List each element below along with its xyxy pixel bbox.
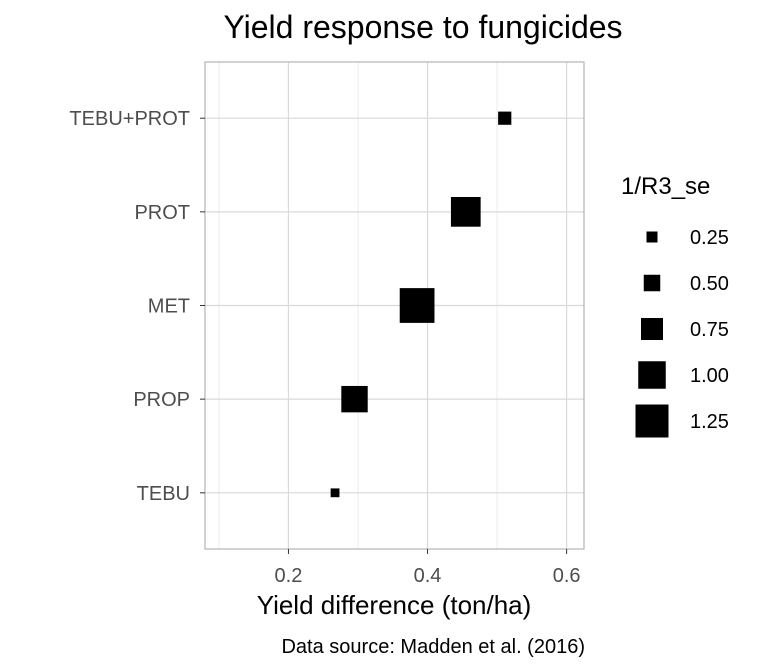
legend-label: 1.25 (690, 411, 729, 433)
y-tick-label: PROT (134, 202, 190, 224)
y-axis: TEBU PROP MET PROT TEBU+PROT (69, 108, 205, 505)
legend-label: 1.00 (690, 365, 729, 387)
legend-label: 0.50 (690, 273, 729, 295)
y-tick-label: PROP (133, 389, 190, 411)
legend-key (646, 231, 658, 243)
legend-key (638, 361, 666, 389)
legend-label: 0.75 (690, 319, 729, 341)
y-tick-label: TEBU+PROT (69, 108, 190, 130)
caption: Data source: Madden et al. (2016) (281, 636, 585, 658)
legend-key (641, 318, 663, 340)
data-point (341, 385, 368, 413)
legend-key (635, 404, 669, 438)
x-tick-label: 0.4 (414, 565, 442, 587)
data-point (399, 288, 435, 323)
data-point (498, 111, 512, 125)
y-tick-label: MET (148, 296, 190, 318)
x-axis: 0.2 0.4 0.6 (275, 549, 581, 587)
data-point (330, 488, 340, 498)
legend-title: 1/R3_se (621, 173, 710, 200)
x-tick-label: 0.6 (553, 565, 581, 587)
legend-key (643, 274, 661, 292)
legend-label: 0.25 (690, 227, 729, 249)
plot-panel (204, 61, 585, 550)
y-tick-label: TEBU (137, 483, 190, 505)
legend: 1/R3_se 0.25 0.50 0.75 1.00 1.25 (621, 173, 729, 438)
chart-title: Yield response to fungicides (223, 9, 622, 45)
x-axis-title: Yield difference (ton/ha) (257, 590, 532, 620)
x-tick-label: 0.2 (275, 565, 303, 587)
data-point (450, 196, 481, 227)
